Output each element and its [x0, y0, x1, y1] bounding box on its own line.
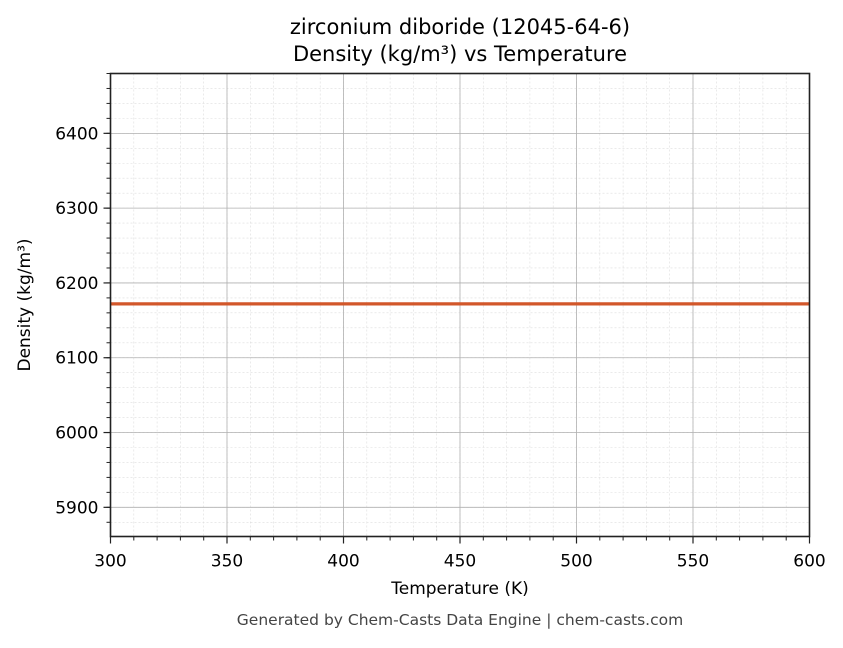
y-tick-label: 6100	[55, 349, 98, 369]
y-axis-label: Density (kg/m³)	[15, 238, 35, 371]
y-tick-label: 6200	[55, 274, 98, 294]
x-axis-label: Temperature (K)	[390, 579, 529, 599]
x-tick-label: 550	[677, 552, 709, 572]
x-tick-label: 400	[327, 552, 359, 572]
x-tick-label: 300	[94, 552, 126, 572]
chart-title: zirconium diboride (12045-64-6)	[290, 15, 630, 39]
y-tick-label: 6400	[55, 124, 98, 144]
y-tick-label: 6300	[55, 199, 98, 219]
x-tick-label: 600	[793, 552, 825, 572]
x-tick-label: 350	[211, 552, 243, 572]
x-axis-ticks: 300 350 400 450 500 550 600	[94, 536, 826, 572]
x-tick-label: 450	[444, 552, 476, 572]
y-tick-label: 5900	[55, 498, 98, 518]
y-axis-ticks: 5900 6000 6100 6200 6300 6400	[55, 73, 111, 523]
footer-credit: Generated by Chem-Casts Data Engine | ch…	[237, 611, 683, 629]
y-tick-label: 6000	[55, 424, 98, 444]
x-tick-label: 500	[560, 552, 592, 572]
chart-subtitle: Density (kg/m³) vs Temperature	[293, 42, 627, 66]
